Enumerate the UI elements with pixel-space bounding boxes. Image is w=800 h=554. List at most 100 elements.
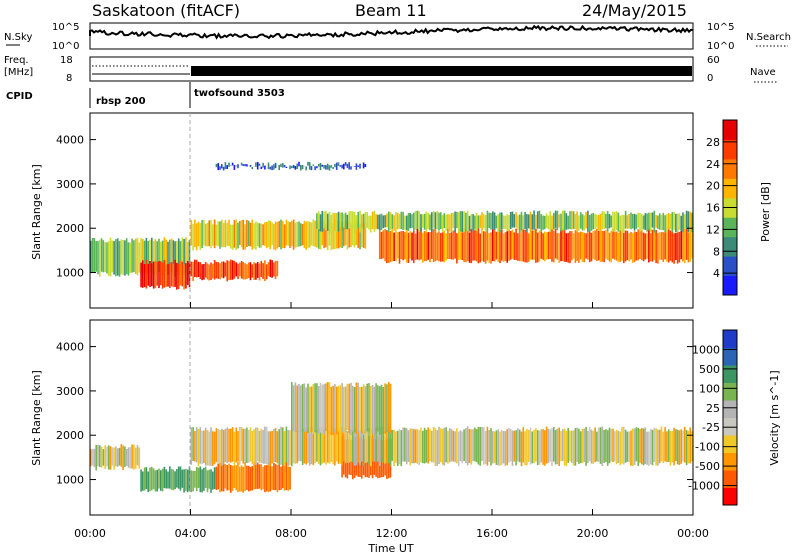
heatmap-cell xyxy=(499,229,501,263)
heatmap-cell xyxy=(565,233,568,262)
heatmap-cell xyxy=(296,163,298,169)
heatmap-cell xyxy=(662,232,665,262)
heatmap-cell xyxy=(599,229,602,263)
heatmap-cell xyxy=(346,383,349,431)
heatmap-cell xyxy=(357,429,359,463)
heatmap-cell xyxy=(118,241,121,277)
heatmap-cell xyxy=(312,428,315,466)
heatmap-cell xyxy=(527,214,530,229)
heatmap-cell xyxy=(651,429,654,466)
heatmap-cell xyxy=(470,429,473,465)
heatmap-cell xyxy=(221,220,223,247)
heatmap-cell xyxy=(332,167,334,170)
heatmap-cell xyxy=(203,220,205,246)
heatmap-cell xyxy=(461,431,464,464)
heatmap-cell xyxy=(472,230,474,261)
heatmap-cell xyxy=(375,427,377,462)
heatmap-cell xyxy=(459,430,462,462)
heatmap-cell xyxy=(298,384,300,432)
heatmap-cell xyxy=(579,212,582,229)
heatmap-cell xyxy=(662,431,665,464)
heatmap-cell xyxy=(655,229,657,264)
heatmap-cell xyxy=(291,426,293,467)
heatmap-cell xyxy=(201,469,203,493)
heatmap-cell xyxy=(231,465,234,491)
heatmap-cell xyxy=(256,222,259,247)
heatmap-cell xyxy=(391,229,394,262)
heatmap-cell xyxy=(612,211,614,232)
heatmap-cell xyxy=(143,240,146,273)
heatmap-cell xyxy=(396,232,399,259)
heatmap-cell xyxy=(515,228,517,261)
heatmap-cell xyxy=(335,386,338,435)
heatmap-cell xyxy=(639,429,641,463)
heatmap-cell xyxy=(413,429,415,464)
heatmap-cell xyxy=(251,219,254,250)
heatmap-cell xyxy=(308,162,311,170)
heatmap-cell xyxy=(285,219,288,246)
heatmap-cell xyxy=(240,162,243,166)
heatmap-cell xyxy=(633,428,636,465)
y-tick-label: 4000 xyxy=(56,341,84,354)
heatmap-cell xyxy=(90,449,92,467)
heatmap-cell xyxy=(375,214,377,230)
heatmap-cell xyxy=(574,214,577,229)
x-tick-label: 00:00 xyxy=(74,527,106,540)
heatmap-cell xyxy=(179,260,182,286)
heatmap-cell xyxy=(242,466,245,493)
heatmap-cell xyxy=(292,428,295,464)
heatmap-cell xyxy=(260,428,263,464)
heatmap-cell xyxy=(212,471,214,490)
heatmap-cell xyxy=(667,429,670,462)
heatmap-cell xyxy=(533,210,535,230)
y-tick-label: 1000 xyxy=(56,474,84,487)
heatmap-cell xyxy=(246,264,248,279)
heatmap-cell xyxy=(378,386,381,435)
heatmap-cell xyxy=(186,260,189,285)
heatmap-cell xyxy=(179,466,182,491)
heatmap-cell xyxy=(307,427,309,463)
heatmap-cell xyxy=(332,223,334,250)
heatmap-cell xyxy=(380,384,383,434)
heatmap-cell xyxy=(667,213,670,230)
heatmap-cell xyxy=(352,211,354,230)
heatmap-cell xyxy=(294,382,297,433)
heatmap-cell xyxy=(271,260,273,278)
heatmap-cell xyxy=(323,384,325,435)
heatmap-cell xyxy=(540,214,543,232)
heatmap-cell xyxy=(167,241,169,275)
heatmap-cell xyxy=(427,427,429,464)
heatmap-cell xyxy=(448,214,451,232)
heatmap-cell xyxy=(247,430,250,463)
heatmap-cell xyxy=(393,429,395,467)
heatmap-cell xyxy=(420,214,422,232)
heatmap-cell xyxy=(316,383,318,433)
heatmap-cell xyxy=(524,431,526,466)
heatmap-cell xyxy=(328,382,331,435)
heatmap-cell xyxy=(368,383,370,432)
heatmap-cell xyxy=(468,215,471,232)
heatmap-cell xyxy=(599,427,602,464)
heatmap-cell xyxy=(484,431,487,464)
heatmap-cell xyxy=(675,213,677,232)
heatmap-cell xyxy=(389,426,392,466)
velocity-y-ticks: 1000 2000 3000 4000 xyxy=(56,341,693,487)
heatmap-cell xyxy=(352,223,354,246)
heatmap-cell xyxy=(242,262,245,280)
heatmap-cell xyxy=(465,428,467,464)
heatmap-cell xyxy=(194,430,196,462)
heatmap-cell xyxy=(282,220,284,249)
heatmap-cell xyxy=(203,430,205,463)
heatmap-cell xyxy=(204,261,207,278)
heatmap-cell xyxy=(463,228,465,262)
heatmap-cell xyxy=(409,428,411,466)
heatmap-cell xyxy=(362,384,365,435)
heatmap-cell xyxy=(488,212,490,229)
heatmap-cell xyxy=(258,223,261,248)
heatmap-cell xyxy=(138,447,141,469)
heatmap-cell xyxy=(680,230,682,260)
heatmap-cell xyxy=(213,219,216,249)
heatmap-cell xyxy=(330,214,333,233)
heatmap-cell xyxy=(569,211,571,230)
heatmap-cell xyxy=(222,430,225,465)
